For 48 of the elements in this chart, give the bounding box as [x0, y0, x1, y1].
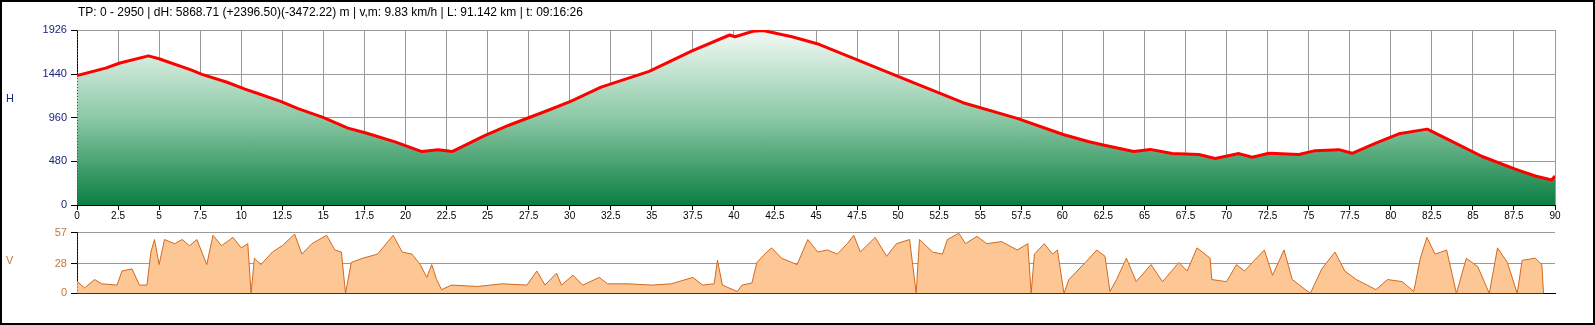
x-tick-label: 27.5: [518, 209, 539, 221]
y-tick-label: 1440: [42, 67, 67, 80]
x-tick-label: 77.5: [1339, 209, 1360, 221]
chart-title: TP: 0 - 2950 | dH: 5868.71 (+2396.50)(-3472.22) m | v,m: 9.83 km/h | L: 91.142 km | t: 09:16:26: [78, 5, 583, 19]
x-tick-label: 2.5: [111, 209, 126, 221]
x-tick-label: 12.5: [272, 209, 293, 221]
x-tick-label: 47.5: [847, 209, 868, 221]
x-tick-label: 45: [810, 209, 822, 221]
x-tick-label: 60: [1056, 209, 1069, 221]
y-tick-label: 960: [48, 110, 67, 123]
x-tick-label: 85: [1467, 209, 1479, 221]
y-tick-label: 480: [48, 154, 67, 167]
x-tick-label: 67.5: [1175, 209, 1196, 221]
x-tick-label: 55: [974, 209, 987, 221]
x-tick-label: 87.5: [1504, 209, 1525, 221]
x-tick-label: 80: [1385, 209, 1397, 221]
x-tick-label: 70: [1220, 209, 1233, 221]
y-axis-title: V: [6, 254, 14, 266]
x-tick-label: 37.5: [683, 209, 703, 221]
x-tick-label: 10: [235, 209, 248, 221]
x-tick-label: 57.5: [1011, 209, 1032, 221]
x-tick-label: 50: [892, 209, 905, 221]
x-tick-label: 0: [74, 209, 81, 221]
x-tick-label: 30: [564, 209, 576, 221]
y-tick-label: 0: [60, 286, 67, 299]
x-tick-label: 62.5: [1093, 209, 1114, 221]
x-tick-label: 72.5: [1257, 209, 1278, 221]
x-tick-label: 52.5: [929, 209, 950, 221]
x-tick-label: 40: [728, 209, 740, 221]
y-tick-label: 28: [54, 256, 67, 269]
x-tick-label: 20: [399, 209, 412, 221]
y-tick-label: 1926: [42, 23, 67, 36]
x-tick-label: 5: [156, 209, 163, 221]
y-tick-label: 57: [54, 225, 67, 238]
x-tick-label: 75: [1303, 209, 1315, 221]
x-tick-label: 25: [481, 209, 494, 221]
y-axis-title: H: [6, 92, 14, 104]
x-tick-label: 7.5: [193, 209, 208, 221]
x-tick-label: 32.5: [600, 209, 621, 221]
x-tick-label: 65: [1138, 209, 1151, 221]
x-tick-label: 90: [1549, 209, 1561, 221]
x-tick-label: 15: [317, 209, 330, 221]
x-tick-label: 82.5: [1422, 209, 1442, 221]
x-tick-label: 42.5: [765, 209, 786, 221]
x-tick-label: 35: [646, 209, 658, 221]
x-tick-label: 22.5: [436, 209, 457, 221]
y-tick-label: 0: [60, 198, 67, 211]
x-tick-label: 17.5: [354, 209, 375, 221]
